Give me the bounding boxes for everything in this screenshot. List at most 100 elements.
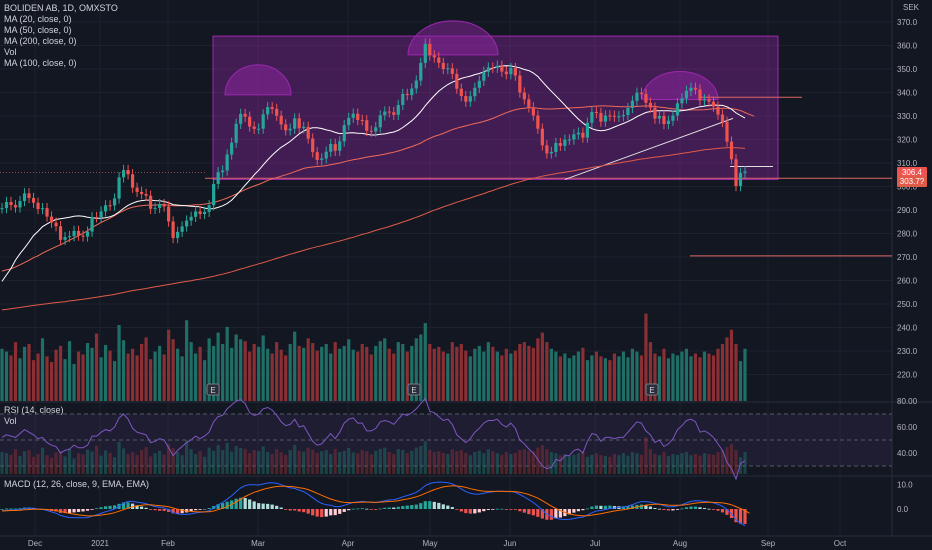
macd-histogram-bar (288, 509, 292, 511)
rsi-volume-bar (536, 447, 540, 474)
candle-body (194, 211, 198, 217)
candle-body (698, 89, 702, 101)
volume-bar (216, 332, 220, 401)
rsi-volume-bar (144, 447, 148, 474)
candle-body (531, 107, 535, 116)
rsi-volume-bar (153, 453, 157, 474)
rsi-volume-bar (297, 450, 301, 474)
pattern-top-arc (224, 64, 292, 96)
candle-body (103, 205, 108, 212)
rsi-volume-bar (572, 454, 576, 474)
candle-body (518, 75, 522, 93)
volume-bar (9, 355, 13, 401)
volume-bar (428, 344, 432, 401)
candle-body (410, 88, 414, 96)
macd-histogram-bar (81, 509, 85, 512)
rsi-volume-bar (531, 451, 535, 474)
candle-body (396, 104, 400, 115)
volume-bar (297, 345, 301, 401)
rsi-volume-bar (31, 456, 36, 474)
rsi-volume-bar (504, 452, 508, 474)
candle-body (198, 211, 202, 214)
rsi-volume-bar (40, 447, 45, 474)
volume-bar (72, 363, 76, 401)
candle-body (49, 216, 54, 223)
macd-histogram-bar (743, 509, 747, 524)
volume-bar (635, 351, 639, 401)
rsi-volume-bar (374, 450, 378, 474)
rsi-volume-bar (554, 453, 558, 474)
macd-histogram-bar (684, 507, 689, 509)
rsi-volume-bar (302, 451, 306, 474)
volume-bar (396, 342, 400, 401)
candle-body (441, 62, 445, 69)
volume-bar (504, 348, 508, 401)
candle-body (711, 101, 716, 107)
candle-body (729, 141, 734, 160)
candle-body (13, 205, 18, 208)
volume-bar (603, 358, 608, 401)
rsi-volume-bar (135, 454, 139, 474)
volume-bar (639, 355, 644, 401)
volume-bar (702, 351, 707, 401)
rsi-volume-bar (599, 455, 603, 474)
macd-histogram-bar (76, 509, 81, 512)
volume-bar (108, 350, 112, 401)
legend-rsi: RSI (14, close) Vol (4, 405, 64, 427)
rsi-volume-bar (360, 450, 364, 474)
macd-histogram-bar (495, 508, 499, 510)
rsi-volume-bar (351, 452, 355, 474)
rsi-volume-bar (126, 454, 130, 474)
rsi-volume-bar (203, 456, 207, 474)
volume-bar (675, 355, 680, 401)
candle-body (617, 116, 621, 118)
volume-bar (495, 351, 499, 401)
candle-body (567, 139, 571, 141)
candle-body (486, 67, 490, 72)
rsi-volume-bar (149, 456, 153, 474)
candle-body (558, 143, 562, 146)
candle-body (329, 143, 333, 152)
candle-body (302, 126, 306, 129)
candle-body (230, 142, 234, 155)
candle-body (554, 143, 558, 152)
candle-body (549, 151, 553, 154)
volume-bar (324, 344, 328, 401)
rsi-volume-bar (167, 444, 171, 474)
volume-bar (149, 359, 153, 401)
candle-body (675, 103, 680, 116)
macd-histogram-bar (531, 509, 535, 516)
candle-body (90, 217, 94, 232)
volume-bar (207, 338, 211, 401)
earnings-label: E (210, 386, 215, 395)
candle-body (491, 67, 495, 69)
volume-bar (567, 358, 571, 401)
volume-bar (572, 355, 576, 401)
volume-bar (347, 339, 351, 401)
rsi-volume-bar (315, 452, 319, 474)
legend-study: MA (100, close, 0) (4, 58, 77, 68)
rsi-volume-bar (648, 449, 653, 474)
volume-bar (63, 359, 67, 401)
volume-bar (212, 345, 216, 401)
macd-histogram-bar (94, 508, 99, 510)
rsi-volume-bar (545, 449, 549, 474)
rsi-volume-bar (486, 449, 490, 474)
macd-histogram-bar (225, 501, 229, 509)
rsi-volume-bar (76, 453, 81, 474)
macd-histogram-bar (603, 505, 608, 509)
time-axis-label: May (422, 539, 437, 548)
volume-bar (252, 344, 256, 401)
candle-body (315, 152, 319, 160)
volume-bar (707, 353, 711, 401)
candle-body (311, 138, 315, 153)
rsi-volume-bar (324, 450, 328, 474)
macd-histogram-bar (725, 509, 729, 515)
rsi-volume-bar (225, 442, 229, 474)
volume-bar (671, 353, 675, 401)
volume-bar (486, 342, 490, 401)
volume-bar (162, 354, 166, 401)
macd-histogram-bar (257, 503, 261, 509)
volume-bar (18, 358, 22, 401)
